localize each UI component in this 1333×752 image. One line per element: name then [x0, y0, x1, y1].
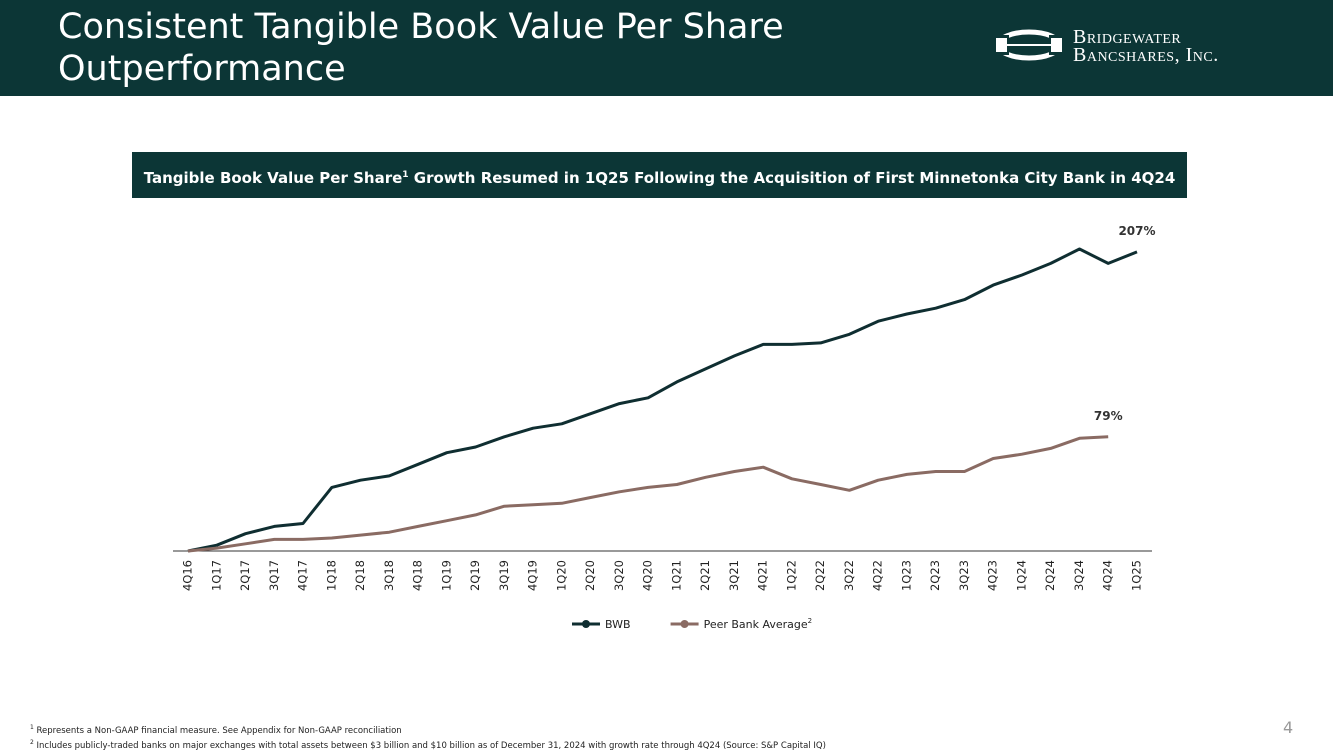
legend-marker [582, 620, 590, 628]
x-tick-label: 2Q18 [353, 560, 367, 591]
logo-text: Bridgewater Bancshares, Inc. [1073, 26, 1219, 66]
x-tick-label: 1Q23 [899, 560, 913, 591]
legend-label: BWB [605, 618, 631, 631]
x-tick-label: 3Q17 [267, 560, 281, 591]
series-line [187, 435, 1109, 553]
logo-mark [995, 29, 1063, 61]
page-number: 4 [1283, 718, 1294, 737]
x-tick-label: 4Q19 [526, 560, 540, 591]
x-tick-label: 4Q22 [871, 560, 885, 591]
x-tick-label: 2Q20 [583, 560, 597, 591]
x-tick-label: 1Q17 [209, 560, 223, 591]
legend-marker [680, 620, 689, 628]
slide-title: Consistent Tangible Book Value Per Share… [58, 7, 784, 89]
x-tick-label: 1Q19 [439, 560, 453, 591]
footnote-marker: 2 [30, 738, 34, 746]
series-line [187, 247, 1138, 553]
x-tick-label: 4Q20 [641, 560, 655, 591]
x-tick-label: 2Q17 [238, 560, 252, 591]
legend-name: BWB [605, 618, 631, 631]
subtitle-text: Tangible Book Value Per Share [143, 169, 403, 187]
legend-name: Peer Bank Average [704, 618, 808, 631]
x-tick-label: 1Q18 [324, 560, 338, 591]
x-tick-label: 2Q21 [698, 560, 712, 591]
x-tick-label: 3Q21 [727, 560, 741, 591]
x-tick-label: 1Q25 [1130, 560, 1144, 591]
data-label: 79% [1094, 409, 1123, 423]
footnote-marker: 1 [402, 170, 409, 180]
x-tick-label: 3Q22 [842, 560, 856, 591]
x-tick-label: 4Q16 [181, 560, 195, 591]
legend-label: Peer Bank Average2 [704, 617, 813, 631]
x-tick-label: 2Q24 [1043, 560, 1057, 591]
x-tick-label: 4Q24 [1101, 560, 1115, 591]
x-tick-label: 4Q17 [296, 560, 310, 591]
x-tick-label: 3Q19 [497, 560, 511, 591]
subtitle-text: Growth Resumed in 1Q25 Following the Acq… [408, 169, 1176, 187]
logo-line: Bridgewater [1073, 26, 1182, 48]
x-tick-label: 3Q18 [382, 560, 396, 591]
legend-sup: 2 [808, 617, 812, 625]
footnote: 1 Represents a Non-GAAP financial measur… [30, 722, 826, 737]
x-tick-label: 2Q19 [468, 560, 482, 591]
x-tick-label: 4Q23 [986, 560, 1000, 591]
footnote: 2 Includes publicly-traded banks on majo… [30, 737, 826, 752]
x-tick-label: 4Q21 [756, 560, 770, 591]
x-tick-label: 1Q20 [554, 560, 568, 591]
footnote-text: Includes publicly-traded banks on major … [36, 740, 826, 751]
footnote-text: Represents a Non-GAAP financial measure.… [36, 725, 402, 736]
x-tick-label: 1Q24 [1014, 560, 1028, 591]
chart-subtitle: Tangible Book Value Per Share1 Growth Re… [132, 152, 1187, 198]
x-tick-label: 1Q21 [669, 560, 683, 591]
x-tick-label: 1Q22 [784, 560, 798, 591]
footnote-marker: 1 [30, 724, 34, 731]
x-tick-label: 3Q23 [957, 560, 971, 591]
footnotes: 1 Represents a Non-GAAP financial measur… [30, 722, 826, 752]
x-tick-label: 3Q20 [612, 560, 626, 591]
logo-line: Bancshares, Inc. [1073, 44, 1219, 66]
x-tick-label: 2Q22 [813, 560, 827, 591]
header-bar: Consistent Tangible Book Value Per Share… [0, 0, 1333, 96]
x-tick-label: 2Q23 [928, 560, 942, 591]
x-tick-label: 4Q18 [411, 560, 425, 591]
x-tick-label: 3Q24 [1072, 560, 1086, 591]
data-label: 207% [1118, 224, 1155, 238]
